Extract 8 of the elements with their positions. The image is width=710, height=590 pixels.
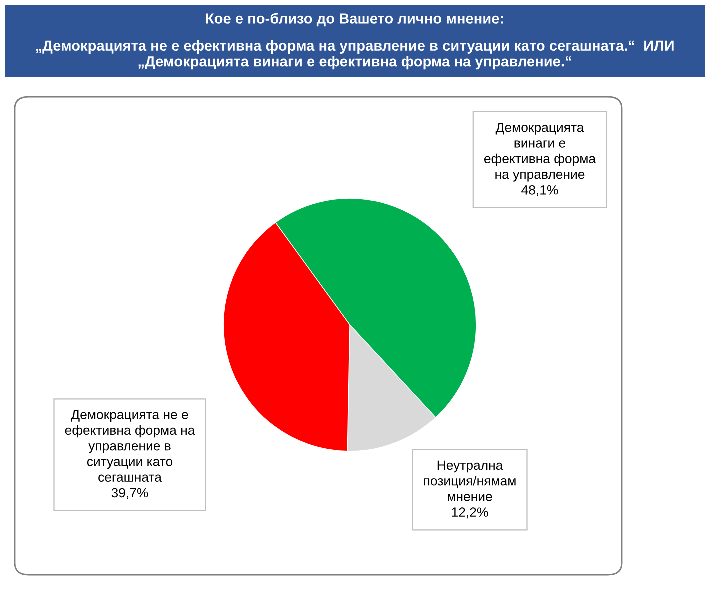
chart-title: Кое е по-близо до Вашето лично мнение:	[206, 13, 504, 27]
data-label: 12,2%	[452, 508, 488, 519]
data-label: 39,7%	[112, 488, 148, 500]
data-label: 48,1%	[522, 185, 558, 196]
slice-label: Демокрацията не е ефективна форма на управление в ситуации като сегашната	[65, 410, 196, 482]
slice-label: Демокрацията винаги е ефективна форма на управление	[484, 123, 596, 182]
slice-label: Неутрална позиция/нямам мнение	[424, 460, 516, 502]
chart-subtitle: „Демокрацията не е ефективна форма на управление в ситуации като сегашната.“ ИЛИ „Демокрацията винаги е ефективна форма на управление.“	[36, 40, 674, 70]
